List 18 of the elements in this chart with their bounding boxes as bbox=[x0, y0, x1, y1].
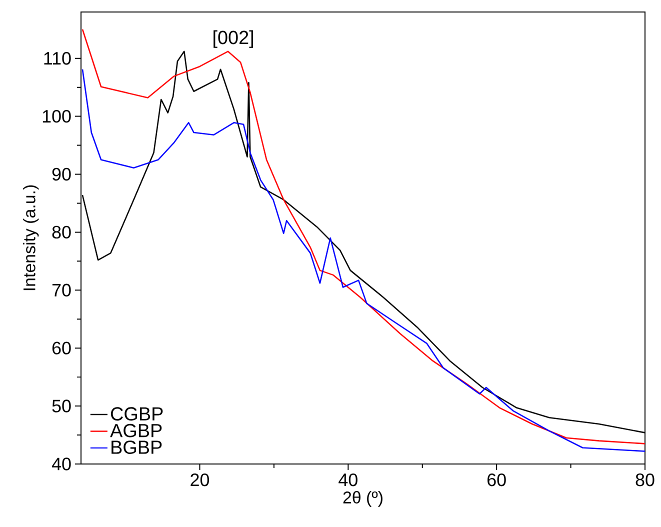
x-tick-label: 80 bbox=[636, 473, 654, 486]
y-tick-label: 50 bbox=[52, 400, 71, 412]
y-tick-label: 90 bbox=[52, 168, 71, 181]
x-tick-label: 20 bbox=[190, 473, 210, 486]
legend-label: CGBP bbox=[110, 407, 163, 421]
y-tick-label: 40 bbox=[52, 458, 71, 470]
y-axis-title: Intensity (a.u.) bbox=[22, 185, 39, 290]
x-axis-title: 2θ (º) bbox=[343, 491, 382, 507]
annotation: [002] bbox=[214, 30, 253, 48]
legend-label: BGBP bbox=[112, 440, 162, 454]
y-tick-label: 110 bbox=[44, 52, 71, 65]
x-tick-label: 60 bbox=[488, 473, 506, 486]
x-tick-label: 40 bbox=[338, 473, 358, 486]
y-tick-label: 60 bbox=[52, 342, 71, 354]
legend-label: AGBP bbox=[110, 424, 162, 438]
y-tick-label: 80 bbox=[52, 226, 71, 239]
y-tick-label: 100 bbox=[42, 110, 71, 123]
y-tick-label: 70 bbox=[52, 284, 71, 296]
